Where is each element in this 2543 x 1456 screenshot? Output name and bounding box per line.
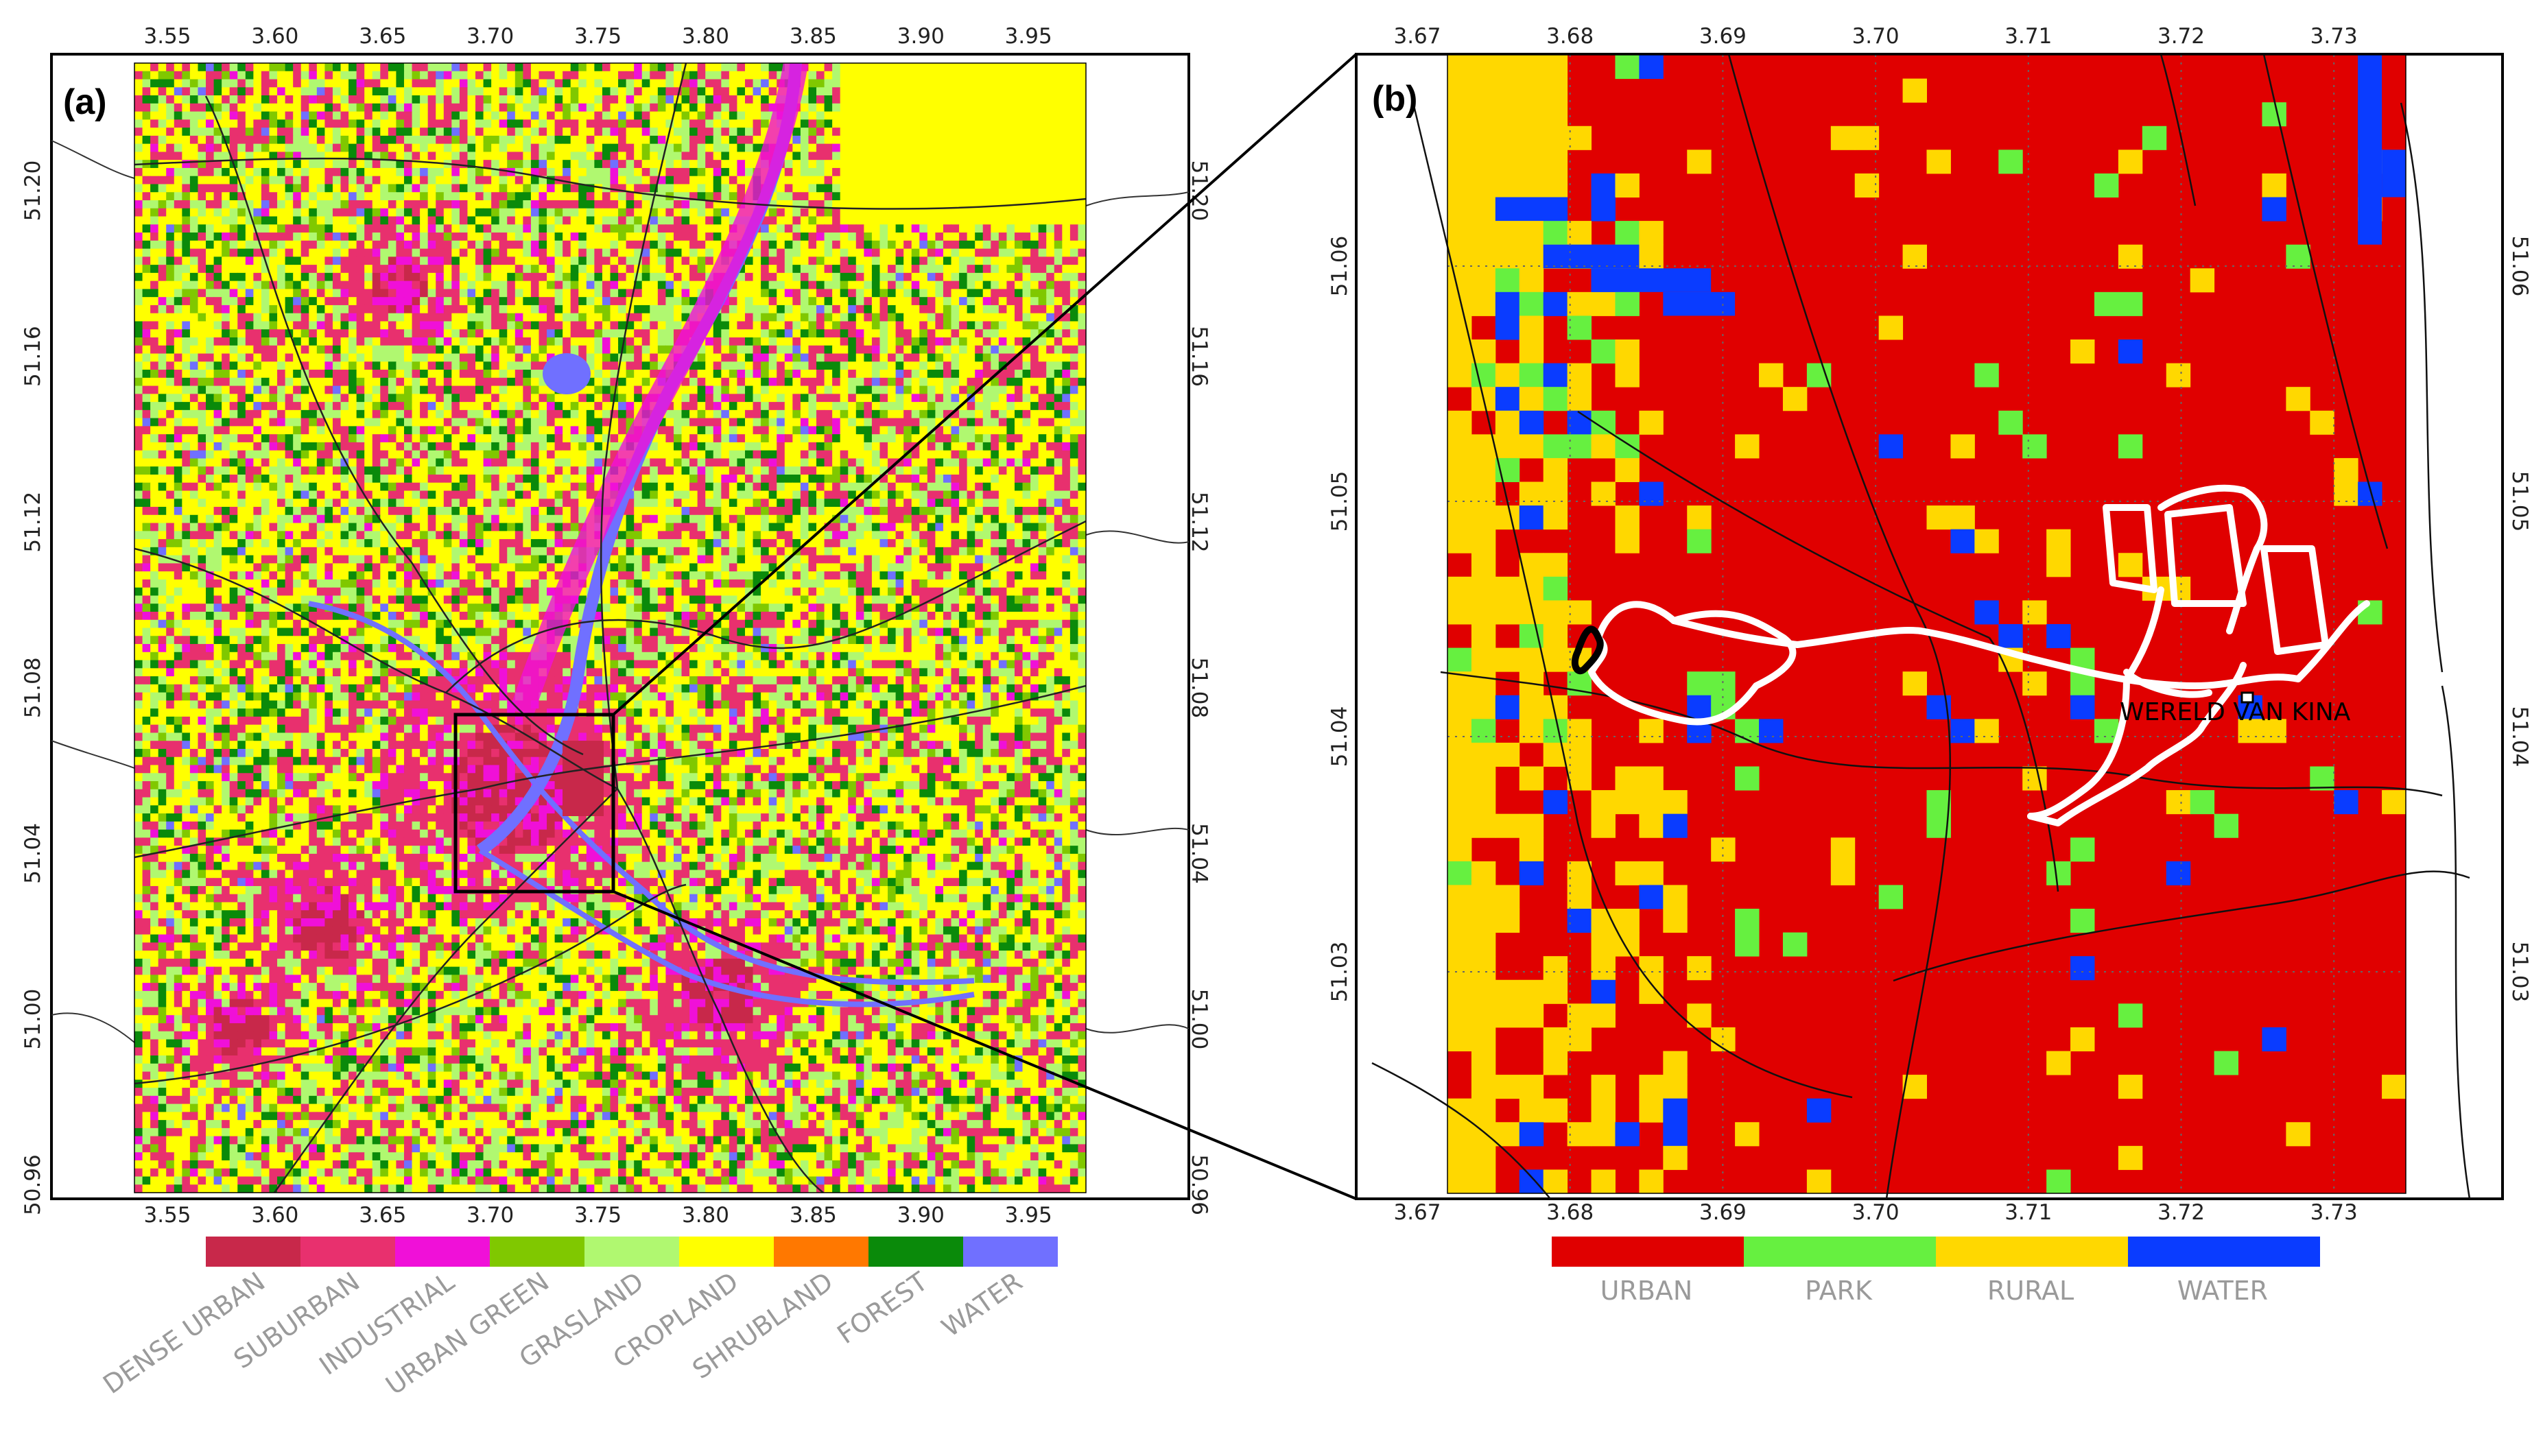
legend-label-a: WATER [936, 1266, 1028, 1343]
site-marker-square [2240, 691, 2254, 704]
panel-a-y-tick-left: 51.12 [21, 492, 45, 553]
panel-b-legend: URBAN PARK RURAL WATER [1552, 1237, 2320, 1306]
panel-b-x-tick-bottom: 3.72 [2157, 1200, 2205, 1225]
panel-b-x-tick-top: 3.69 [1699, 24, 1747, 49]
legend-swatch-a [300, 1237, 395, 1267]
panel-b-label: (b) [1372, 79, 1417, 119]
legend-swatch-a [868, 1237, 963, 1267]
panel-a-x-tick-bottom: 3.65 [359, 1203, 406, 1228]
panel-a-x-tick-bottom: 3.55 [143, 1203, 191, 1228]
land-use-map-a [134, 63, 1086, 1193]
panel-a-y-tick-left: 51.00 [21, 989, 45, 1050]
panel-b-x-tick-bottom: 3.68 [1546, 1200, 1594, 1225]
panel-a-y-tick-left: 51.20 [21, 160, 45, 222]
panel-b-y-tick-left: 51.06 [1327, 236, 1352, 297]
panel-a-y-tick-left: 51.08 [21, 657, 45, 718]
panel-a-y-tick-left: 51.04 [21, 823, 45, 884]
panel-b-x-tick-top: 3.70 [1852, 24, 1900, 49]
panel-b-y-tick-right: 51.03 [2507, 942, 2532, 1003]
panel-b-y-tick-right: 51.04 [2507, 706, 2532, 767]
legend-label-b: PARK [1805, 1276, 1873, 1306]
panel-b-district-boundaries [1371, 53, 2471, 1200]
gps-route-trace [1588, 484, 2370, 826]
panel-b-x-tick-bottom: 3.73 [2310, 1200, 2358, 1225]
legend-swatch-b [1936, 1237, 2128, 1267]
land-use-map-b [1447, 55, 2406, 1193]
panel-a-x-tick-bottom: 3.95 [1005, 1203, 1052, 1228]
panel-a-x-tick-bottom: 3.80 [682, 1203, 729, 1228]
legend-label-b: URBAN [1600, 1276, 1693, 1306]
panel-b: WERELD VAN KINA 3.67 3.67 3.68 3.68 3.69 3.69… [1327, 24, 2532, 1306]
panel-a-y-tick-right: 50.96 [1187, 1154, 1211, 1215]
panel-a-x-tick-top: 3.85 [790, 24, 837, 49]
panel-a-x-tick-bottom: 3.60 [251, 1203, 298, 1228]
panel-a-y-tick-right: 51.20 [1187, 160, 1211, 222]
legend-swatch-a [490, 1237, 584, 1267]
zoom-connector-top [612, 53, 1358, 716]
panel-b-y-tick-left: 51.03 [1327, 942, 1352, 1003]
legend-label-a: FOREST [831, 1266, 933, 1350]
panel-a-x-tick-top: 3.55 [143, 24, 191, 49]
legend-swatch-b [1552, 1237, 1744, 1267]
start-track-marker [1571, 625, 1604, 675]
panel-a-x-tick-top: 3.60 [251, 24, 298, 49]
legend-swatch-b [1744, 1237, 1936, 1267]
legend-swatch-a [963, 1237, 1058, 1267]
panel-a-x-tick-top: 3.80 [682, 24, 729, 49]
legend-swatch-b [2128, 1237, 2320, 1267]
panel-a-district-boundaries [134, 63, 1086, 1193]
legend-swatch-a [679, 1237, 774, 1267]
panel-a-y-tick-left: 51.16 [21, 326, 45, 387]
panel-b-x-tick-top: 3.71 [2004, 24, 2052, 49]
panel-b-gridlines [1447, 55, 2406, 1193]
legend-swatch-a [774, 1237, 868, 1267]
legend-label-b: RURAL [1987, 1276, 2074, 1306]
site-label: WERELD VAN KINA [2120, 698, 2351, 726]
panel-a-x-tick-bottom: 3.90 [897, 1203, 945, 1228]
legend-label-a: URBAN GREEN [380, 1266, 554, 1400]
panel-b-x-tick-bottom: 3.71 [2004, 1200, 2052, 1225]
panel-a-x-tick-bottom: 3.75 [574, 1203, 622, 1228]
zoom-connector-bottom [613, 890, 1357, 1200]
panel-b-x-tick-top: 3.72 [2157, 24, 2205, 49]
panel-a-x-tick-top: 3.70 [466, 24, 514, 49]
panel-a-x-tick-bottom: 3.85 [790, 1203, 837, 1228]
panel-a-y-tick-left: 50.96 [21, 1154, 45, 1215]
panel-a-x-tick-top: 3.95 [1005, 24, 1052, 49]
panel-a-background-boundaries [51, 140, 1190, 1043]
panel-b-x-tick-bottom: 3.69 [1699, 1200, 1747, 1225]
legend-label-b: WATER [2177, 1276, 2268, 1306]
panel-a-y-tick-right: 51.00 [1187, 989, 1211, 1050]
panel-b-x-tick-bottom: 3.67 [1393, 1200, 1441, 1225]
panel-b-x-tick-top: 3.68 [1546, 24, 1594, 49]
legend-swatch-a [584, 1237, 679, 1267]
panel-b-y-tick-left: 51.04 [1327, 706, 1352, 767]
panel-b-y-tick-right: 51.06 [2507, 236, 2532, 297]
panel-a-x-tick-bottom: 3.70 [466, 1203, 514, 1228]
legend-swatch-a [395, 1237, 490, 1267]
panel-a-y-tick-right: 51.04 [1187, 823, 1211, 884]
panel-b-y-tick-left: 51.05 [1327, 471, 1352, 532]
panel-b-x-tick-top: 3.67 [1393, 24, 1441, 49]
panel-a-y-tick-right: 51.12 [1187, 492, 1211, 553]
panel-a-label: (a) [63, 82, 107, 122]
panel-b-x-tick-bottom: 3.70 [1852, 1200, 1900, 1225]
panel-a-x-tick-top: 3.65 [359, 24, 406, 49]
panel-a-y-tick-right: 51.16 [1187, 326, 1211, 387]
legend-swatch-a [206, 1237, 300, 1267]
panel-a-x-tick-top: 3.90 [897, 24, 945, 49]
panel-b-y-tick-right: 51.05 [2507, 471, 2532, 532]
panel-a: 3.55 3.55 3.60 3.60 3.65 3.65 3.70 3.70 3.75 3.75… [21, 24, 1211, 1400]
legend-label-a: DENSE URBAN [97, 1266, 270, 1400]
panel-a-x-tick-top: 3.75 [574, 24, 622, 49]
panel-b-x-tick-top: 3.73 [2310, 24, 2358, 49]
panel-a-y-tick-right: 51.08 [1187, 657, 1211, 718]
zoom-window-box [453, 713, 615, 894]
